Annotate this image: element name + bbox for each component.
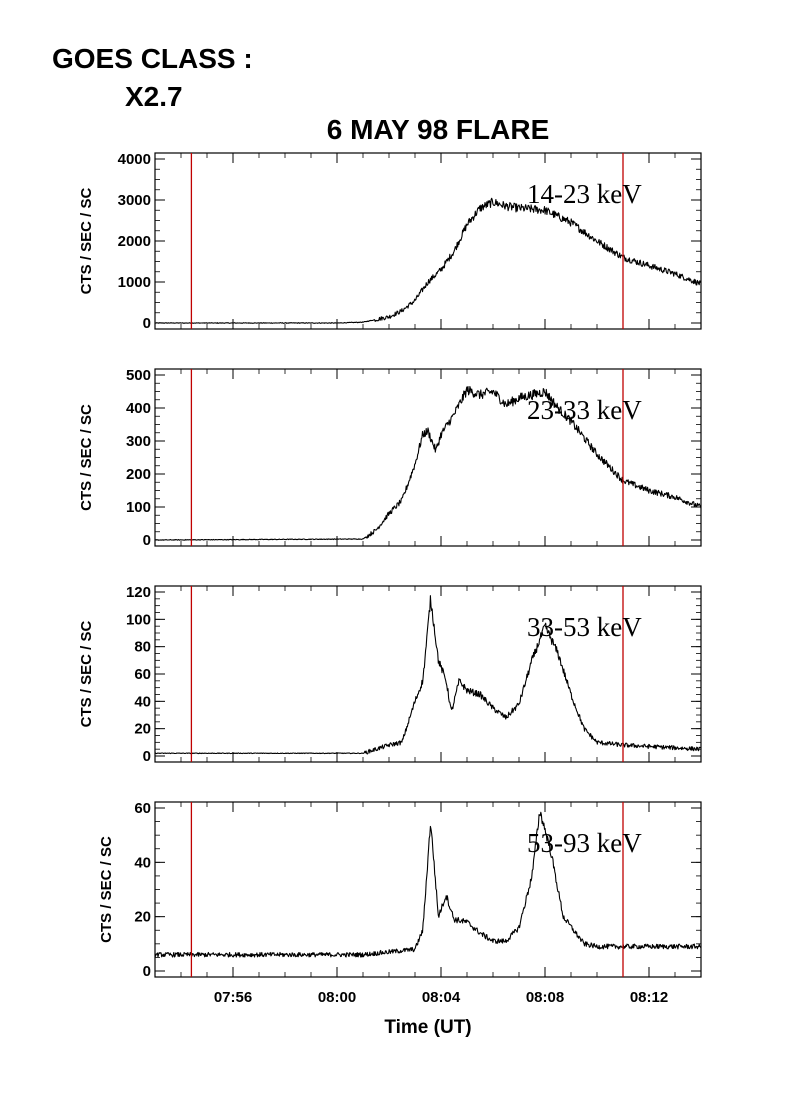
- y-tick-label: 300: [126, 433, 151, 450]
- x-axis-label: Time (UT): [384, 1017, 471, 1038]
- y-axis-label: CTS / SEC / SC: [78, 187, 95, 294]
- y-tick-label: 0: [143, 963, 151, 980]
- goes-class-label: GOES CLASS :: [52, 43, 253, 74]
- panel-4: 0 20 40 60 CTS / SEC / SC 53-93 keV: [98, 800, 702, 980]
- x-tick-label: 08:00: [318, 989, 356, 1006]
- y-tick-label: 120: [126, 584, 151, 601]
- panel-1: 0 1000 2000 3000 4000 CTS / SEC / SC 14-23 keV: [78, 151, 702, 332]
- y-tick-label: 80: [134, 639, 151, 656]
- y-tick-label: 1000: [118, 274, 151, 291]
- y-tick-label: 60: [134, 666, 151, 683]
- y-tick-label: 2000: [118, 233, 151, 250]
- y-tick-label: 0: [143, 532, 151, 549]
- y-tick-label: 100: [126, 611, 151, 628]
- y-tick-label: 20: [134, 909, 151, 926]
- y-tick-label: 400: [126, 400, 151, 417]
- series-name-label: 23-33 keV: [527, 395, 642, 425]
- y-tick-label: 40: [134, 854, 151, 871]
- y-tick-label: 60: [134, 800, 151, 817]
- y-tick-label: 100: [126, 499, 151, 516]
- y-tick-label: 500: [126, 367, 151, 384]
- series-line: [154, 197, 702, 324]
- chart-title: 6 MAY 98 FLARE: [327, 114, 550, 145]
- series-line: [154, 385, 702, 541]
- x-tick-label: 08:08: [526, 989, 564, 1006]
- series-line: [154, 811, 702, 958]
- x-tick-label: 08:04: [422, 989, 461, 1006]
- x-tick-label: 07:56: [214, 989, 252, 1006]
- y-tick-label: 4000: [118, 151, 151, 168]
- series-line: [155, 595, 702, 755]
- y-tick-label: 3000: [118, 192, 151, 209]
- panel-3: 0 20 40 60 80 100 120 CTS / SEC / SC 33-53 keV: [78, 584, 702, 765]
- series-name-label: 53-93 keV: [527, 828, 642, 858]
- y-axis-label: CTS / SEC / SC: [78, 404, 95, 511]
- y-tick-label: 40: [134, 693, 151, 710]
- y-tick-label: 200: [126, 466, 151, 483]
- series-name-label: 14-23 keV: [527, 179, 642, 209]
- y-axis-label: CTS / SEC / SC: [98, 836, 115, 943]
- y-axis-label: CTS / SEC / SC: [78, 620, 95, 727]
- series-name-label: 33-53 keV: [527, 612, 642, 642]
- panel-2: 0 100 200 300 400 500 CTS / SEC / SC 23-33 keV: [78, 367, 702, 549]
- y-tick-label: 20: [134, 721, 151, 738]
- y-tick-label: 0: [143, 748, 151, 765]
- x-tick-label: 08:12: [630, 989, 668, 1006]
- y-tick-label: 0: [143, 315, 151, 332]
- goes-class-value: X2.7: [125, 81, 183, 112]
